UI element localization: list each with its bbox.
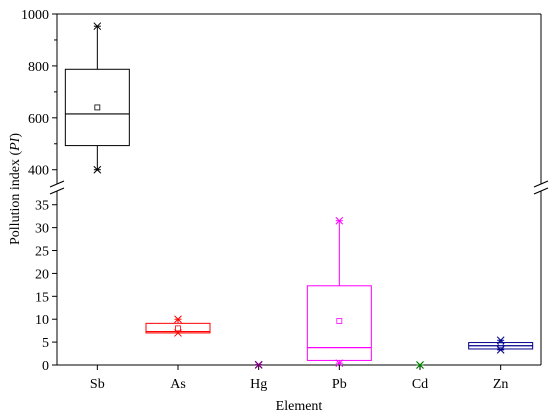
- plot-frame: [49, 13, 549, 366]
- y-tick-label: 0: [42, 359, 49, 374]
- min-marker-d2: [93, 165, 102, 174]
- y-axis-label-suffix: ): [8, 133, 23, 138]
- max-marker-d2: [93, 22, 102, 31]
- x-tick-label: Cd: [412, 377, 428, 392]
- min-marker-d2: [254, 361, 263, 369]
- y-axis-label: Pollution index (PI): [8, 133, 23, 245]
- y-tick-label: 15: [35, 290, 49, 305]
- max-marker-d2: [174, 315, 182, 324]
- y-tick-label: 800: [28, 60, 49, 75]
- y-tick-label: 10: [35, 313, 49, 328]
- max-marker: [174, 315, 182, 324]
- y-tick-label: 35: [35, 199, 49, 214]
- mean-marker: [336, 318, 343, 324]
- min-marker: [416, 361, 424, 369]
- min-marker-d2: [416, 361, 424, 369]
- max-marker-d2: [496, 336, 505, 345]
- x-axis-label: Element: [276, 399, 323, 414]
- axis-break-mark-right: [533, 180, 549, 195]
- y-axis-label-italic: PI: [8, 136, 23, 152]
- y-tick-label: 5: [42, 336, 49, 351]
- y-tick-label: 400: [28, 164, 49, 179]
- box-cd: [416, 361, 424, 369]
- box-sb: [64, 22, 130, 174]
- mean-marker: [94, 104, 101, 111]
- y-tick-label: 600: [28, 112, 49, 127]
- min-marker: [496, 346, 505, 354]
- box-pb: [306, 216, 372, 368]
- min-marker-d2: [174, 329, 182, 337]
- x-tick-label: Hg: [250, 377, 267, 392]
- box-zn: [468, 336, 534, 354]
- min-marker: [335, 359, 344, 368]
- x-tick-label: Pb: [332, 377, 347, 392]
- max-marker: [93, 22, 102, 31]
- min-marker-d2: [496, 346, 505, 354]
- min-marker: [174, 329, 182, 337]
- x-axis-ticks: Sb As Hg Pb Cd Zn: [90, 365, 509, 392]
- min-marker: [93, 165, 102, 174]
- y-tick-label: 1000: [21, 8, 49, 23]
- x-tick-label: As: [170, 377, 186, 392]
- y-axis-label-prefix: Pollution index (: [8, 151, 23, 245]
- min-marker: [254, 361, 263, 369]
- min-marker-d2: [335, 359, 344, 368]
- box-series: [64, 22, 534, 369]
- max-marker: [496, 336, 505, 345]
- y-axis-ticks-lower: 0 5 10 15 20 25 30 35: [35, 199, 57, 374]
- mean-marker: [497, 342, 504, 349]
- y-tick-label: 30: [35, 222, 49, 237]
- iqr-box: [306, 285, 372, 361]
- y-tick-label: 25: [35, 245, 49, 260]
- box-as: [145, 315, 211, 337]
- box-hg: [254, 360, 263, 369]
- max-marker-d2: [335, 216, 344, 225]
- x-tick-label: Sb: [90, 377, 105, 392]
- y-tick-label: 20: [35, 267, 49, 282]
- axis-break-mark-left: [49, 180, 65, 195]
- iqr-box: [64, 68, 130, 147]
- x-tick-label: Zn: [493, 377, 509, 392]
- mean-marker: [175, 325, 181, 332]
- y-axis-ticks-upper: 400 600 800 1000: [21, 8, 57, 179]
- max-marker: [335, 216, 344, 225]
